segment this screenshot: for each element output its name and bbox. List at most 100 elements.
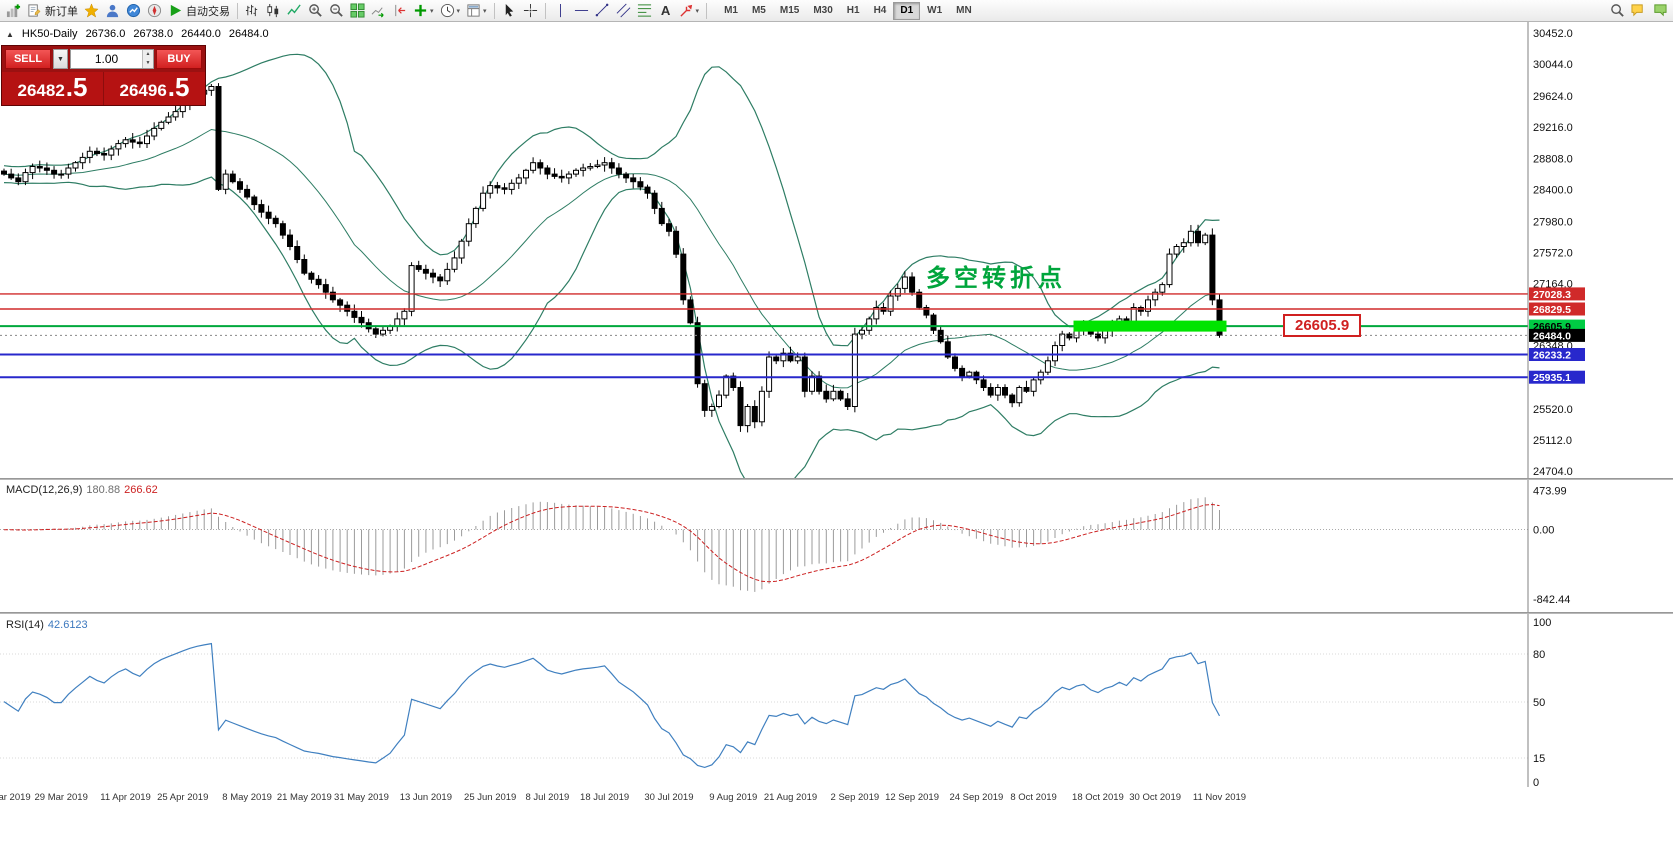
- navigator-icon[interactable]: [144, 1, 165, 21]
- ohlc-high: 26738.0: [133, 28, 174, 40]
- price-badge: [1529, 370, 1585, 384]
- chart-shift-icon: [395, 4, 406, 17]
- trendline-icon[interactable]: [592, 1, 613, 21]
- timeframe-m30[interactable]: M30: [813, 5, 833, 16]
- ohlc-low: 26440.0: [181, 28, 221, 40]
- zoom-in-icon[interactable]: [305, 1, 326, 21]
- macd-signal-value: 266.62: [124, 484, 158, 496]
- autotrading-button[interactable]: 自动交易: [165, 1, 233, 21]
- timeframe-m15[interactable]: M15: [779, 5, 800, 16]
- arrows-menu-icon: [679, 4, 692, 17]
- timeframe-h4[interactable]: H4: [873, 5, 887, 16]
- timeframe-d1[interactable]: D1: [893, 1, 921, 20]
- periods-menu-icon[interactable]: ▾: [437, 1, 464, 21]
- rsi-axis[interactable]: 100 80 50 15 0: [1527, 614, 1673, 787]
- new-chart-icon[interactable]: [3, 1, 24, 21]
- bar-chart-icon: [245, 4, 258, 17]
- horizontal-line-icon[interactable]: [571, 1, 592, 21]
- volume-input[interactable]: 1.00 ▲ ▼: [70, 49, 154, 69]
- chart-shift-icon[interactable]: [389, 1, 410, 21]
- level-lines[interactable]: [0, 293, 1528, 379]
- svg-text:25112.0: 25112.0: [1533, 435, 1572, 447]
- rsi-value: 42.6123: [47, 619, 88, 631]
- main-chart[interactable]: 30452.0 30044.0 29624.0 29216.0 28808.0 28400…: [0, 22, 1673, 478]
- order-type-dropdown[interactable]: ▼: [53, 49, 68, 69]
- candles: [1, 83, 1223, 433]
- new-order-button[interactable]: 新订单: [24, 1, 81, 21]
- timeframe-h1[interactable]: H1: [846, 5, 860, 16]
- svg-text:30452.0: 30452.0: [1533, 28, 1573, 40]
- macd-panel[interactable]: 473.99 0.00 -842.44: [0, 480, 1673, 612]
- bar-chart-icon[interactable]: [242, 1, 263, 21]
- spinner-down-icon[interactable]: ▼: [143, 59, 153, 68]
- timeframe-m5[interactable]: M5: [751, 5, 766, 16]
- new-chart-icon: [6, 4, 21, 18]
- svg-text:27572.0: 27572.0: [1533, 247, 1573, 259]
- buy-price[interactable]: 26496.5: [103, 72, 205, 105]
- crosshair-icon: [523, 3, 537, 18]
- line-chart-icon[interactable]: [284, 1, 305, 21]
- vertical-line-icon[interactable]: [550, 1, 571, 21]
- macd-axis[interactable]: 473.99 0.00 -842.44: [1527, 480, 1673, 612]
- templates-menu-icon[interactable]: ▾: [463, 1, 490, 21]
- timeframe-w1[interactable]: W1: [927, 5, 943, 16]
- svg-text:29624.0: 29624.0: [1533, 91, 1573, 103]
- date-label: 13 Jun 2019: [399, 792, 452, 803]
- buy-button[interactable]: BUY: [156, 49, 202, 69]
- cursor-icon[interactable]: [499, 1, 520, 21]
- rsi-panel[interactable]: 100 80 50 15 0: [0, 614, 1673, 787]
- chevron-down-icon: ▾: [430, 7, 434, 15]
- ocp-collapse-icon[interactable]: ▲: [6, 29, 14, 39]
- price-badge: [1529, 287, 1585, 301]
- price-level-label[interactable]: 26605.9: [1283, 314, 1362, 337]
- crosshair-icon[interactable]: [520, 1, 541, 21]
- price-badge: [1529, 328, 1585, 342]
- timeframe-m1[interactable]: M1: [724, 5, 738, 16]
- new-order-button-label: 新订单: [45, 5, 78, 18]
- new-order-button: [28, 4, 41, 17]
- svg-text:27980.0: 27980.0: [1533, 216, 1573, 228]
- sell-button[interactable]: SELL: [5, 49, 51, 69]
- svg-text:-842.44: -842.44: [1533, 594, 1570, 606]
- panel-separator[interactable]: [0, 478, 1673, 480]
- svg-text:29216.0: 29216.0: [1533, 122, 1573, 134]
- price-axis[interactable]: 30452.0 30044.0 29624.0 29216.0 28808.0 28400…: [1527, 22, 1673, 478]
- zoom-out-icon[interactable]: [326, 1, 347, 21]
- chevron-down-icon: ▾: [483, 7, 487, 15]
- equidistant-channel-icon[interactable]: [613, 1, 634, 21]
- tile-windows-icon[interactable]: [347, 1, 368, 21]
- spinner-up-icon[interactable]: ▲: [143, 50, 153, 59]
- panel-separator[interactable]: [0, 612, 1673, 614]
- ohlc-close: 26484.0: [228, 28, 269, 40]
- fibonacci-retracement-icon[interactable]: [634, 1, 655, 21]
- svg-text:473.99: 473.99: [1533, 485, 1567, 497]
- sell-price-main: 26482: [17, 81, 65, 100]
- favorites-icon[interactable]: [81, 1, 102, 21]
- chevron-down-icon: ▾: [695, 7, 700, 15]
- text-label-icon[interactable]: A: [655, 1, 676, 21]
- support-chat-icon[interactable]: [1649, 1, 1670, 21]
- search-icon: [1611, 4, 1624, 17]
- candlestick-chart-icon[interactable]: [263, 1, 284, 21]
- svg-text:24704.0: 24704.0: [1533, 466, 1573, 478]
- search-icon[interactable]: [1607, 1, 1628, 21]
- toolbar-separator: [493, 2, 495, 19]
- periods-menu-icon: [440, 3, 454, 18]
- highlight-zone[interactable]: [1073, 320, 1227, 332]
- profiles-icon[interactable]: [102, 1, 123, 21]
- auto-scroll-icon[interactable]: [368, 1, 389, 21]
- indicators-menu-icon[interactable]: ▾: [410, 1, 437, 21]
- timeframe-mn[interactable]: MN: [956, 5, 972, 16]
- date-label: 11 Nov 2019: [1192, 792, 1247, 803]
- chart-window[interactable]: 30452.0 30044.0 29624.0 29216.0 28808.0 28400…: [0, 22, 1673, 858]
- market-watch-icon: [126, 3, 141, 18]
- community-chat-icon[interactable]: [1628, 1, 1649, 21]
- market-watch-icon[interactable]: [123, 1, 144, 21]
- rsi-line: [3, 642, 1221, 769]
- sell-price[interactable]: 26482.5: [2, 72, 103, 105]
- symbol-title: HK50-Daily: [21, 28, 78, 40]
- arrows-menu-icon[interactable]: ▾: [676, 1, 703, 21]
- macd-histogram: [3, 497, 1220, 592]
- volume-spinner[interactable]: ▲ ▼: [142, 50, 153, 68]
